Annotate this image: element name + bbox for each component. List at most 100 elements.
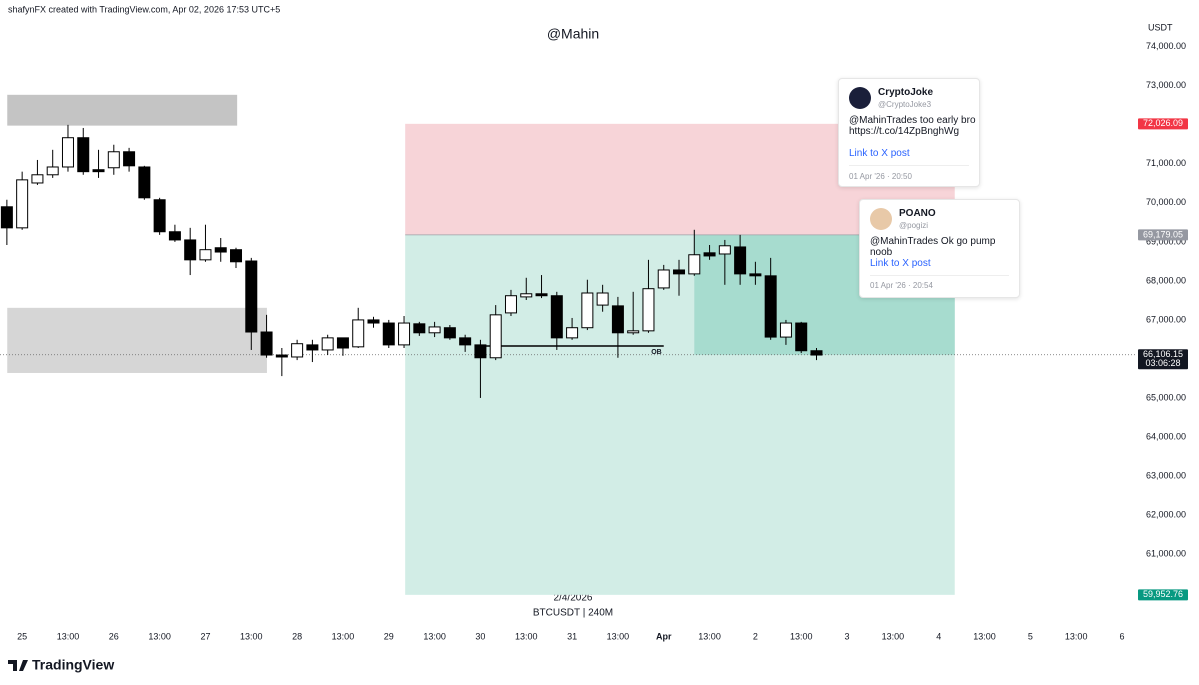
candle-body <box>718 245 731 255</box>
candle-body <box>16 179 29 229</box>
x-tick-label: 13:00 <box>607 631 630 641</box>
candle-body <box>398 322 411 346</box>
candle-body <box>306 344 319 351</box>
caption: shafynFX created with TradingView.com, A… <box>8 4 280 14</box>
chart-title: @Mahin <box>547 26 599 42</box>
tweet-link[interactable]: Link to X post <box>870 258 931 269</box>
candle-body <box>245 260 258 333</box>
x-tick-label: 30 <box>475 631 485 641</box>
tweet-time: 01 Apr '26 · 20:54 <box>870 281 933 290</box>
x-tick-label: 13:00 <box>1065 631 1088 641</box>
logo-icon <box>8 660 28 671</box>
x-tick-label: 31 <box>567 631 577 641</box>
candle-body <box>336 337 349 349</box>
stop-price-label: 72,026.09 <box>1143 118 1183 128</box>
separator <box>870 275 1009 276</box>
tweet-card: CryptoJoke @CryptoJoke3 @MahinTrades too… <box>838 78 980 187</box>
y-tick-label: 70,000.00 <box>1146 197 1186 207</box>
separator <box>849 165 969 166</box>
x-tick-label: 13:00 <box>882 631 905 641</box>
candle-body <box>321 337 334 351</box>
x-tick-label: 25 <box>17 631 27 641</box>
candle-body <box>459 337 472 346</box>
x-tick-label: Apr <box>656 631 672 641</box>
candle-body <box>581 292 594 329</box>
brand: TradingView <box>32 657 114 673</box>
avatar <box>849 87 871 109</box>
candle-body <box>566 327 579 339</box>
x-tick-label: 13:00 <box>790 631 813 641</box>
candle-body <box>550 295 563 339</box>
candle-body <box>627 330 640 334</box>
tweet-url: https://t.co/14ZpBnghWg <box>849 126 960 137</box>
x-tick-label: 13:00 <box>57 631 80 641</box>
candle-body <box>31 174 44 184</box>
y-tick-label: 62,000.00 <box>1146 509 1186 519</box>
candle-body <box>199 249 212 261</box>
candle-body <box>123 151 136 167</box>
entry-price-label: 69,179.05 <box>1143 229 1183 239</box>
x-tick-label: 26 <box>109 631 119 641</box>
x-tick-label: 3 <box>845 631 850 641</box>
candle-body <box>275 354 288 358</box>
x-tick-label: 13:00 <box>148 631 171 641</box>
entry-price-label-bg <box>1138 229 1188 241</box>
target-price-label-bg <box>1138 589 1188 601</box>
zone <box>7 94 238 126</box>
tweet-text: @MahinTrades too early bro <box>849 115 976 126</box>
candle-body <box>596 292 609 306</box>
candle-body <box>657 269 670 289</box>
candle-body <box>673 269 686 275</box>
candle-body <box>520 293 533 298</box>
last-price-label: 66,106.15 <box>1143 349 1183 359</box>
avatar <box>870 208 892 230</box>
zone <box>7 307 267 373</box>
candle-body <box>795 322 808 352</box>
x-tick-label: 13:00 <box>973 631 996 641</box>
x-tick-label: 13:00 <box>423 631 446 641</box>
candle-body <box>413 323 426 334</box>
candle-body <box>352 319 365 348</box>
y-tick-label: 61,000.00 <box>1146 548 1186 558</box>
y-tick-label: 69,000.00 <box>1146 236 1186 246</box>
candle-body <box>0 206 13 229</box>
candle-body <box>810 350 823 356</box>
tweet-link[interactable]: Link to X post <box>849 148 910 159</box>
y-tick-label: 64,000.00 <box>1146 431 1186 441</box>
tweet-card: POANO @pogizi @MahinTrades Ok go pump no… <box>859 199 1020 298</box>
tweet-text: @MahinTrades Ok go pump noob <box>870 236 996 258</box>
candle-body <box>107 151 120 169</box>
candle-body <box>230 249 243 263</box>
logo: TradingView <box>8 657 114 673</box>
stop-price-label-bg <box>1138 118 1188 130</box>
last-price-label-bg <box>1138 349 1188 370</box>
symbol-label: BTCUSDT | 240M <box>533 608 613 619</box>
ob-label: OB <box>651 349 662 356</box>
tweet-name: POANO <box>899 208 936 219</box>
candle-body <box>764 275 777 338</box>
candle-body <box>367 319 380 324</box>
candle-body <box>153 199 166 233</box>
y-tick-label: 68,000.00 <box>1146 275 1186 285</box>
x-tick-label: 13:00 <box>515 631 538 641</box>
x-tick-label: 2 <box>753 631 758 641</box>
date-label: 2/4/2026 <box>554 593 593 604</box>
tweet-time: 01 Apr '26 · 20:50 <box>849 172 912 181</box>
y-unit: USDT <box>1148 22 1173 32</box>
target-price-label: 59,952.76 <box>1143 589 1183 599</box>
y-tick-label: 73,000.00 <box>1146 80 1186 90</box>
candle-body <box>61 137 74 168</box>
y-tick-label: 71,000.00 <box>1146 158 1186 168</box>
candle-body <box>443 327 456 339</box>
candle-body <box>138 166 151 199</box>
candle-body <box>168 231 181 241</box>
candle-body <box>703 252 716 257</box>
y-tick-label: 65,000.00 <box>1146 392 1186 402</box>
x-tick-label: 13:00 <box>332 631 355 641</box>
candle-body <box>77 137 90 173</box>
x-tick-label: 5 <box>1028 631 1033 641</box>
candle-body <box>474 344 487 359</box>
candle-body <box>291 343 304 358</box>
